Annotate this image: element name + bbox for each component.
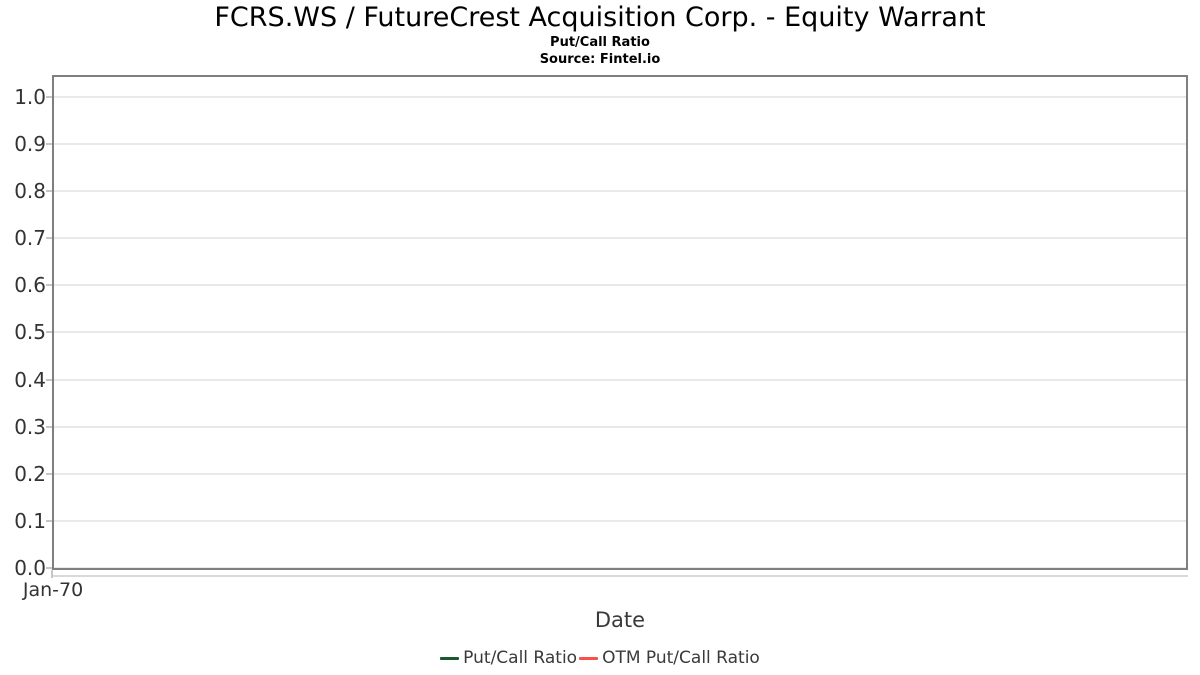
- y-tick-label: 1.0: [14, 85, 46, 109]
- y-tick-mark: [46, 237, 52, 239]
- y-gridline: [54, 426, 1186, 428]
- y-gridline: [54, 473, 1186, 475]
- chart-title: FCRS.WS / FutureCrest Acquisition Corp. …: [214, 2, 986, 33]
- legend-line-swatch-icon: [440, 656, 460, 660]
- legend-label: Put/Call Ratio: [463, 648, 578, 668]
- x-axis-line: [52, 575, 1188, 577]
- y-tick-label: 0.5: [14, 320, 46, 344]
- y-tick-mark: [46, 520, 52, 522]
- y-tick-label: 0.0: [14, 556, 46, 580]
- y-tick-mark: [46, 190, 52, 192]
- y-tick-mark: [46, 96, 52, 98]
- y-gridline: [54, 331, 1186, 333]
- legend-item: OTM Put/Call Ratio: [579, 647, 760, 669]
- y-gridline: [54, 96, 1186, 98]
- y-tick-mark: [46, 426, 52, 428]
- chart-subtitle: Put/Call Ratio: [550, 35, 650, 50]
- legend-label: OTM Put/Call Ratio: [602, 648, 760, 668]
- y-gridline: [54, 284, 1186, 286]
- y-tick-label: 0.6: [14, 273, 46, 297]
- y-tick-mark: [46, 473, 52, 475]
- y-tick-mark: [46, 143, 52, 145]
- y-gridline: [54, 520, 1186, 522]
- y-tick-mark: [46, 567, 52, 569]
- x-tick-mark: [51, 570, 53, 578]
- y-gridline: [54, 567, 1186, 568]
- y-tick-label: 0.8: [14, 179, 46, 203]
- y-tick-label: 0.1: [14, 509, 46, 533]
- y-tick-mark: [46, 331, 52, 333]
- plot-area: [52, 75, 1188, 570]
- y-tick-label: 0.4: [14, 368, 46, 392]
- x-tick-label: Jan-70: [22, 579, 84, 601]
- y-tick-label: 0.9: [14, 132, 46, 156]
- legend-line-swatch-icon: [579, 656, 599, 660]
- legend: Put/Call Ratio OTM Put/Call Ratio: [0, 646, 1200, 670]
- x-axis-label: Date: [594, 608, 646, 632]
- y-tick-label: 0.2: [14, 462, 46, 486]
- y-tick-mark: [46, 379, 52, 381]
- chart-source-label: Source: Fintel.io: [539, 52, 661, 67]
- y-tick-label: 0.7: [14, 226, 46, 250]
- y-tick-label: 0.3: [14, 415, 46, 439]
- y-gridline: [54, 143, 1186, 145]
- legend-item: Put/Call Ratio: [440, 647, 577, 669]
- y-gridline: [54, 237, 1186, 239]
- y-gridline: [54, 379, 1186, 381]
- y-tick-mark: [46, 284, 52, 286]
- y-gridline: [54, 190, 1186, 192]
